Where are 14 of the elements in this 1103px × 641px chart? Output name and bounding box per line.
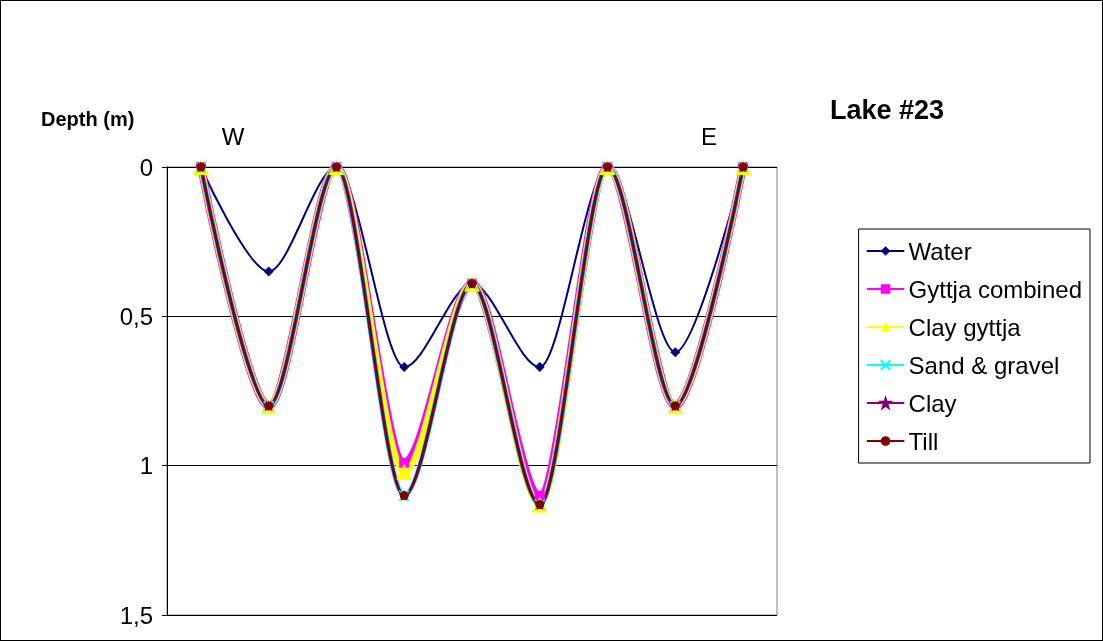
text: W [221, 122, 245, 150]
legend-label: Clay [908, 389, 957, 417]
y-axis-title: Depth (m) [41, 108, 135, 130]
legend-label: Clay gyttja [908, 313, 1022, 341]
y-tick-label: 0 [139, 153, 153, 181]
legend-label: Sand & gravel [908, 351, 1060, 379]
y-tick-label: 1 [139, 452, 153, 480]
legend-label: Water [908, 237, 972, 265]
y-tick-label: 1,5 [119, 601, 153, 629]
text: Lake #23 [829, 94, 944, 125]
legend-label: Till [908, 427, 939, 455]
legend-label: Gyttja combined [908, 275, 1083, 303]
y-tick-label: 0,5 [119, 302, 153, 330]
text: E [700, 122, 718, 150]
